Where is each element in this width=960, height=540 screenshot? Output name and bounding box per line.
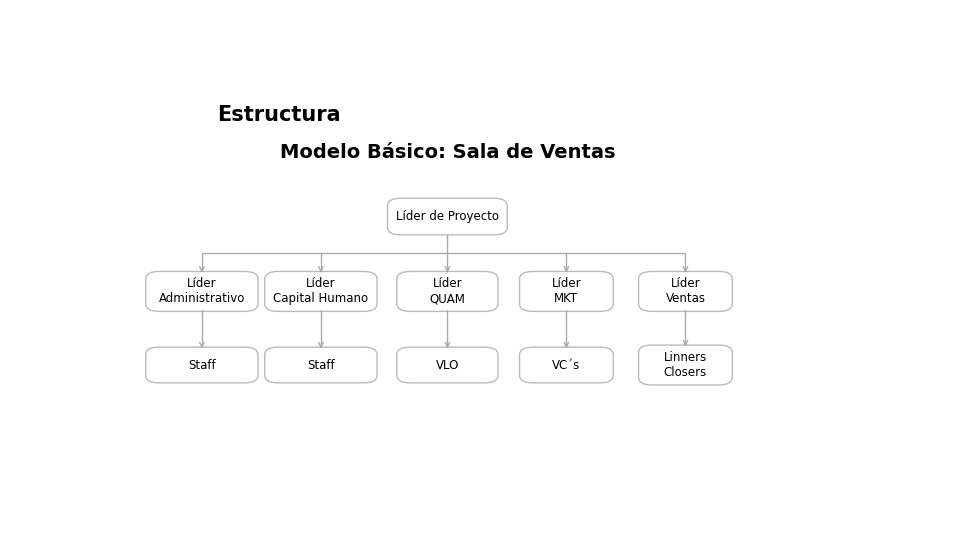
Text: Líder
Ventas: Líder Ventas bbox=[665, 278, 706, 306]
Text: VC´s: VC´s bbox=[552, 359, 581, 372]
Text: Estructura: Estructura bbox=[217, 105, 341, 125]
Text: Modelo Básico: Sala de Ventas: Modelo Básico: Sala de Ventas bbox=[279, 143, 615, 161]
FancyBboxPatch shape bbox=[388, 198, 507, 235]
FancyBboxPatch shape bbox=[396, 272, 498, 312]
Text: Líder
MKT: Líder MKT bbox=[552, 278, 581, 306]
FancyBboxPatch shape bbox=[638, 345, 732, 385]
FancyBboxPatch shape bbox=[519, 272, 613, 312]
Text: Líder de Proyecto: Líder de Proyecto bbox=[396, 210, 499, 223]
Text: Líder
QUAM: Líder QUAM bbox=[429, 278, 466, 306]
FancyBboxPatch shape bbox=[146, 347, 258, 383]
Text: Staff: Staff bbox=[307, 359, 335, 372]
Text: VLO: VLO bbox=[436, 359, 459, 372]
FancyBboxPatch shape bbox=[396, 347, 498, 383]
FancyBboxPatch shape bbox=[519, 347, 613, 383]
Text: Líder
Administrativo: Líder Administrativo bbox=[158, 278, 245, 306]
Text: Líder
Capital Humano: Líder Capital Humano bbox=[274, 278, 369, 306]
FancyBboxPatch shape bbox=[146, 272, 258, 312]
Text: Linners
Closers: Linners Closers bbox=[663, 351, 708, 379]
FancyBboxPatch shape bbox=[265, 272, 377, 312]
FancyBboxPatch shape bbox=[265, 347, 377, 383]
FancyBboxPatch shape bbox=[638, 272, 732, 312]
Text: Staff: Staff bbox=[188, 359, 216, 372]
